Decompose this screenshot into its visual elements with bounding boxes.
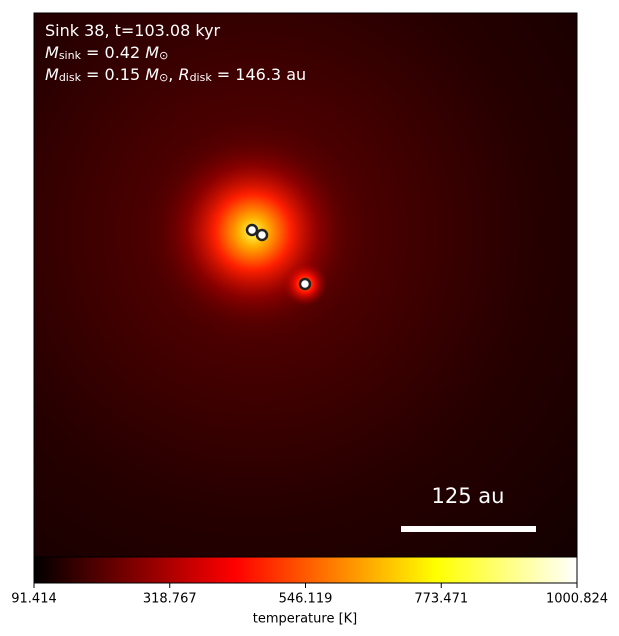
annotation-segment: = 0.15 xyxy=(81,65,145,84)
annotation-segment: disk xyxy=(190,71,213,84)
annotation-segment: sink xyxy=(59,49,82,62)
annotation-segment: M xyxy=(145,43,159,62)
scale-bar-label: 125 au xyxy=(432,484,505,508)
temperature-map xyxy=(34,13,577,557)
annotation-segment: = 0.42 xyxy=(81,43,145,62)
annotation-segment: ⊙ xyxy=(159,49,168,62)
annotation-segment: M xyxy=(45,65,59,84)
sink xyxy=(298,277,312,291)
annotation-segment: = 146.3 au xyxy=(212,65,306,84)
colorbar-tick-label: 773.471 xyxy=(414,592,468,607)
scale-bar xyxy=(401,526,536,532)
annotation-segment: M xyxy=(145,65,159,84)
annotation-segment: ⊙ xyxy=(159,71,168,84)
annotation-segment: M xyxy=(45,43,59,62)
colorbar-tick-label: 1000.824 xyxy=(546,592,608,607)
colorbar-tick-label: 318.767 xyxy=(143,592,197,607)
annotation-segment: , xyxy=(168,65,178,84)
sink xyxy=(255,228,269,242)
colorbar-tick-label: 91.414 xyxy=(11,592,57,607)
colorbar-label: temperature [K] xyxy=(253,612,358,627)
colorbar xyxy=(33,556,578,584)
annotation-line: Msink = 0.42 M⊙ xyxy=(45,43,168,63)
sink xyxy=(245,223,259,237)
annotation-segment: disk xyxy=(59,71,82,84)
annotation-line: Sink 38, t=103.08 kyr xyxy=(45,21,221,40)
colorbar-tick-label: 546.119 xyxy=(279,592,333,607)
annotation-line: Mdisk = 0.15 M⊙, Rdisk = 146.3 au xyxy=(45,65,306,85)
annotation-segment: Sink 38, t=103.08 kyr xyxy=(45,21,221,40)
annotation-segment: R xyxy=(178,65,189,84)
